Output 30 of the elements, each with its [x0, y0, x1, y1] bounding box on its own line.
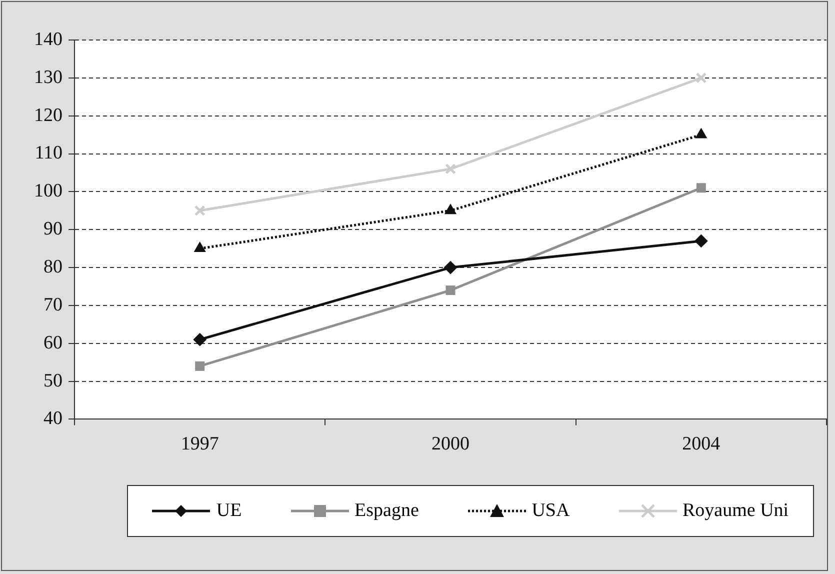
x-tick-label: 2004	[682, 434, 721, 455]
x-tick-label: 2000	[432, 434, 470, 455]
point	[444, 261, 457, 274]
y-tick-label: 100	[34, 180, 62, 202]
y-tick-label: 60	[44, 332, 62, 354]
point	[696, 183, 706, 193]
legend-label: Royaume Uni	[682, 500, 789, 522]
y-tick-label: 50	[44, 370, 62, 392]
x-tick-label: 1997	[180, 434, 219, 455]
y-tick-label: 130	[34, 66, 62, 88]
point	[696, 72, 707, 84]
y-tick-label: 40	[44, 408, 62, 430]
point	[194, 242, 206, 252]
point	[445, 163, 456, 174]
legend-label: USA	[532, 500, 570, 522]
point	[694, 234, 708, 248]
legend-label: UE	[216, 500, 242, 522]
point	[446, 286, 456, 296]
point	[695, 128, 707, 138]
legend-label: Espagne	[354, 500, 419, 522]
point	[444, 204, 456, 214]
point	[193, 333, 206, 346]
y-tick-label: 80	[44, 256, 62, 278]
y-tick-label: 120	[34, 104, 62, 126]
point	[195, 361, 205, 371]
y-tick-label: 140	[34, 28, 62, 50]
point	[194, 205, 206, 216]
y-tick-label: 90	[44, 218, 62, 240]
y-tick-label: 110	[34, 142, 62, 164]
y-tick-label: 70	[44, 294, 62, 316]
